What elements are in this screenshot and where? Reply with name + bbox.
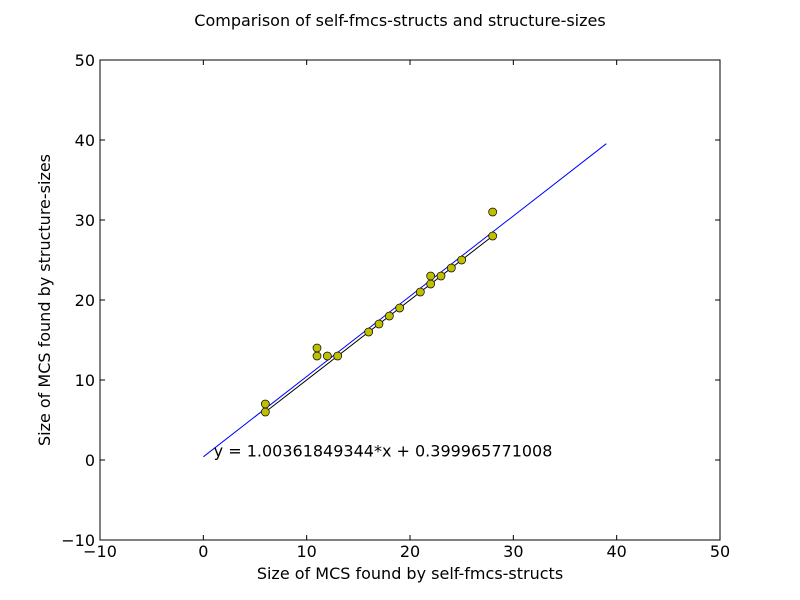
data-point-5 — [333, 351, 343, 361]
data-point-3 — [312, 343, 322, 353]
fit-line — [203, 143, 607, 458]
data-point-2 — [312, 351, 322, 361]
data-point-15 — [457, 255, 467, 265]
x-tick-label-6: 50 — [710, 542, 730, 561]
data-point-10 — [415, 287, 425, 297]
data-point-11 — [426, 279, 436, 289]
data-point-16 — [488, 231, 498, 241]
data-point-0 — [260, 407, 270, 417]
y-axis-label: Size of MCS found by structure-sizes — [35, 154, 54, 446]
data-point-12 — [426, 271, 436, 281]
y-tick-label-6: 50 — [75, 51, 95, 70]
plot-area: −10 0 10 20 30 40 50 −10 0 10 20 30 40 50 — [61, 51, 730, 561]
y-tick-label-4: 30 — [75, 211, 95, 230]
y-tick-label-0: −10 — [61, 531, 95, 550]
data-point-1 — [260, 399, 270, 409]
x-tick-label-2: 10 — [296, 542, 316, 561]
data-point-13 — [436, 271, 446, 281]
data-point-7 — [374, 319, 384, 329]
x-tick-label-3: 20 — [400, 542, 420, 561]
data-point-14 — [446, 263, 456, 273]
x-tick-label-5: 40 — [606, 542, 626, 561]
x-tick-label-0: −10 — [83, 542, 117, 561]
y-tick-label-5: 40 — [75, 131, 95, 150]
fit-equation-annotation: y = 1.00361849344*x + 0.399965771008 — [214, 441, 553, 460]
data-point-6 — [364, 327, 374, 337]
x-tick-label-4: 30 — [503, 542, 523, 561]
y-tick-label-2: 10 — [75, 371, 95, 390]
y-tick-label-1: 0 — [85, 451, 95, 470]
data-point-17 — [488, 207, 498, 217]
data-point-9 — [395, 303, 405, 313]
x-axis-label: Size of MCS found by self-fmcs-structs — [257, 564, 563, 583]
chart-title: Comparison of self-fmcs-structs and stru… — [194, 11, 605, 30]
y-tick-label-3: 20 — [75, 291, 95, 310]
x-tick-label-1: 0 — [198, 542, 208, 561]
data-point-4 — [322, 351, 332, 361]
data-point-8 — [384, 311, 394, 321]
